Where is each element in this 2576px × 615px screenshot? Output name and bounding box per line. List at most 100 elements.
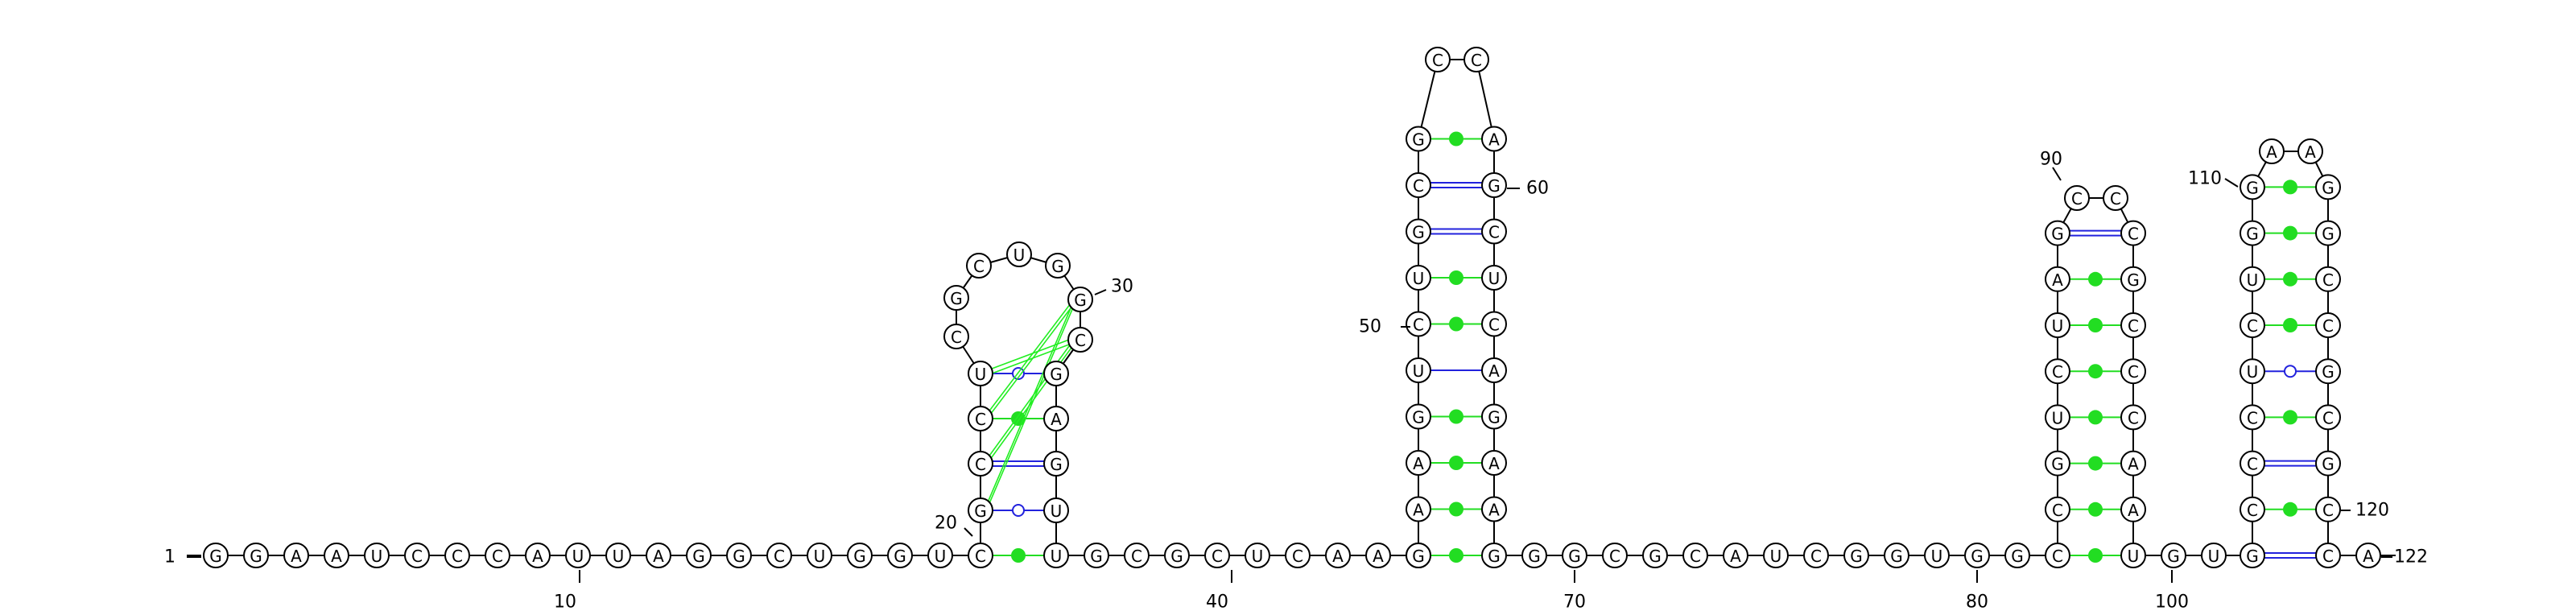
nucleotide-letter: G: [1412, 130, 1425, 150]
nucleotide-circle: [404, 543, 430, 568]
nucleotide-letter: G: [1074, 291, 1087, 310]
nucleotide-99: G: [2161, 543, 2186, 568]
nucleotide-29: G: [1045, 253, 1071, 279]
nucleotide-14: G: [726, 543, 752, 568]
nucleotide-circle: [1682, 543, 1708, 568]
nucleotide-letter: C: [774, 547, 785, 566]
pseudoknot-interaction-line: [985, 296, 1076, 417]
nucleotide-letter: C: [1488, 316, 1500, 335]
nucleotide-circle: [1124, 543, 1150, 568]
nucleotide-97: A: [2120, 496, 2146, 522]
nucleotide-letter: G: [733, 547, 745, 566]
nucleotide-circle: [565, 543, 591, 568]
nucleotide-circle: [2004, 543, 2030, 568]
nucleotide-letter: G: [2322, 455, 2334, 474]
nucleotide-109: G: [2240, 174, 2265, 200]
nucleotide-6: C: [404, 543, 430, 568]
nucleotide-circle: [525, 543, 551, 568]
nucleotide-letter: C: [452, 547, 463, 566]
nucleotide-104: C: [2240, 404, 2265, 431]
nucleotide-110: A: [2259, 138, 2285, 164]
nucleotide-letter: A: [1488, 361, 1500, 381]
nucleotide-circle: [2240, 496, 2265, 522]
nucleotide-circle: [968, 361, 993, 386]
backbone-segment: [1476, 59, 1495, 139]
nucleotide-circle: [1043, 361, 1069, 386]
nucleotide-59: G: [1481, 172, 1507, 198]
nucleotide-letter: U: [1931, 547, 1943, 566]
noncanonical-pair-marker: [1449, 316, 1463, 332]
nucleotide-circle: [2045, 358, 2070, 385]
nucleotide-letter: A: [2128, 501, 2139, 520]
nucleotide-letter: U: [1051, 501, 1063, 521]
nucleotide-circle: [1365, 543, 1391, 568]
nucleotide-circle: [1481, 543, 1507, 568]
nucleotide-circle: [2120, 543, 2146, 568]
nucleotide-circle: [1481, 172, 1507, 198]
noncanonical-pair-marker: [2088, 456, 2103, 471]
nucleotide-circle: [1884, 543, 1909, 568]
nucleotide-77: G: [1884, 543, 1909, 568]
nucleotide-34: G: [1043, 451, 1069, 477]
nucleotide-letter: A: [291, 547, 302, 566]
noncanonical-pair-marker: [2088, 548, 2103, 563]
nucleotide-circle: [2240, 312, 2265, 338]
nucleotide-circle: [2297, 138, 2323, 164]
nucleotide-96: A: [2120, 450, 2146, 477]
nucleotide-32: G: [1043, 361, 1069, 386]
nucleotide-circle: [1406, 403, 1431, 430]
nucleotide-9: A: [525, 543, 551, 568]
nucleotide-circle: [1406, 496, 1431, 522]
nucleotide-circle: [2120, 266, 2146, 292]
numbering-tick: [2224, 178, 2239, 188]
nucleotide-circle: [1406, 265, 1431, 291]
nucleotide-letter: C: [2322, 501, 2334, 520]
nucleotide-circle: [2103, 185, 2128, 211]
noncanonical-pair-marker: [1011, 548, 1026, 563]
noncanonical-pair-marker: [1449, 548, 1463, 563]
nucleotide-letter: G: [209, 547, 222, 566]
label-90: 90: [2040, 150, 2062, 170]
nucleotide-circle: [2315, 174, 2341, 200]
nucleotide-circle: [1642, 543, 1668, 568]
nucleotide-101: G: [2240, 543, 2265, 568]
nucleotide-95: C: [2120, 404, 2146, 431]
nucleotide-letter: A: [1730, 547, 1741, 566]
nucleotide-circle: [1843, 543, 1869, 568]
wobble-pair-marker: [1012, 504, 1025, 517]
nucleotide-letter: A: [1051, 410, 1062, 429]
label-70: 70: [1563, 592, 1586, 613]
nucleotide-50: U: [1406, 357, 1431, 383]
nucleotide-circle: [444, 543, 470, 568]
pseudoknot-interaction-line: [985, 296, 1076, 509]
nucleotide-circle: [968, 543, 993, 568]
nucleotide-1: G: [203, 543, 229, 568]
backbone-segment: [1418, 59, 1439, 139]
nucleotide-circle: [485, 543, 510, 568]
nucleotide-letter: G: [1649, 547, 1662, 566]
nucleotide-circle: [1164, 543, 1190, 568]
nucleotide-letter: C: [1488, 223, 1500, 242]
noncanonical-pair-marker: [2088, 501, 2103, 517]
nucleotide-letter: A: [1488, 130, 1500, 150]
nucleotide-circle: [1481, 311, 1507, 337]
noncanonical-pair-marker: [2088, 364, 2103, 379]
nucleotide-letter: C: [2247, 455, 2258, 474]
label-10: 10: [554, 592, 576, 613]
nucleotide-28: U: [1006, 241, 1032, 267]
nucleotide-letter: A: [1332, 547, 1344, 566]
nucleotide-circle: [968, 451, 993, 477]
nucleotide-20: C: [968, 543, 993, 568]
nucleotide-103: C: [2240, 450, 2265, 477]
nucleotide-letter: C: [1432, 51, 1443, 70]
nucleotide-letter: G: [1170, 547, 1183, 566]
numbering-layer: 1 10 20 30 40 50 60 70 80 90 100 110 120…: [164, 150, 2428, 613]
noncanonical-pair-marker: [2088, 271, 2103, 287]
nucleotide-letter: U: [1488, 269, 1501, 288]
noncanonical-pair-marker: [1449, 501, 1463, 517]
label-start: 1: [164, 547, 175, 568]
nucleotide-30: G: [1067, 287, 1093, 312]
nucleotide-circle: [2120, 358, 2146, 385]
nucleotide-letter: G: [2246, 547, 2259, 566]
nucleotide-92: G: [2120, 266, 2146, 292]
